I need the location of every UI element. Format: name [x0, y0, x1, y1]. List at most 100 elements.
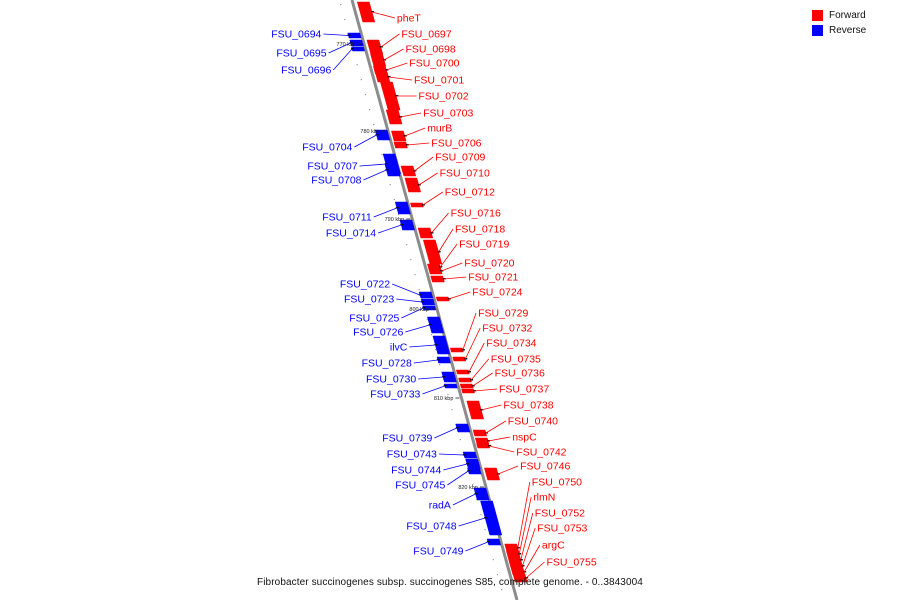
reverse-gene-feature[interactable]	[486, 538, 502, 546]
forward-gene-label[interactable]: FSU_0755	[547, 557, 597, 569]
forward-gene-label[interactable]: FSU_0729	[478, 308, 528, 320]
forward-gene-feature[interactable]	[506, 550, 521, 558]
reverse-gene-feature[interactable]	[394, 201, 411, 215]
forward-gene-feature[interactable]	[509, 562, 524, 570]
reverse-gene-label[interactable]: FSU_0696	[281, 65, 331, 77]
forward-gene-label[interactable]: FSU_0732	[482, 323, 532, 335]
forward-gene-feature[interactable]	[461, 388, 475, 394]
reverse-gene-label[interactable]: FSU_0704	[302, 142, 352, 154]
forward-gene-label[interactable]: FSU_0706	[431, 138, 481, 150]
reverse-gene-feature[interactable]	[384, 163, 401, 177]
forward-gene-label[interactable]: FSU_0720	[464, 258, 514, 270]
forward-gene-label[interactable]: FSU_0734	[486, 338, 536, 350]
forward-gene-feature[interactable]	[449, 347, 464, 353]
reverse-gene-feature[interactable]	[399, 219, 415, 231]
forward-gene-label[interactable]: FSU_0721	[468, 272, 518, 284]
forward-gene-feature[interactable]	[512, 573, 528, 583]
reverse-gene-feature[interactable]	[467, 467, 482, 475]
forward-gene-label[interactable]: FSU_0752	[535, 508, 585, 520]
reverse-gene-feature[interactable]	[480, 500, 503, 536]
forward-gene-label[interactable]: FSU_0712	[445, 187, 495, 199]
forward-gene-feature[interactable]	[430, 275, 445, 283]
forward-gene-label[interactable]: FSU_0750	[532, 477, 582, 489]
forward-gene-label[interactable]: FSU_0718	[455, 224, 505, 236]
forward-gene-feature[interactable]	[393, 141, 408, 149]
forward-gene-feature[interactable]	[472, 429, 488, 437]
reverse-gene-label[interactable]: FSU_0707	[307, 161, 357, 173]
reverse-gene-label[interactable]: FSU_0694	[271, 29, 321, 41]
forward-gene-label[interactable]: FSU_0719	[459, 239, 509, 251]
reverse-gene-label[interactable]: FSU_0749	[413, 546, 463, 558]
forward-gene-feature[interactable]	[484, 467, 501, 481]
reverse-gene-feature[interactable]	[374, 129, 391, 141]
reverse-gene-label[interactable]: FSU_0730	[366, 374, 416, 386]
forward-gene-feature[interactable]	[466, 400, 485, 420]
reverse-gene-feature[interactable]	[420, 298, 436, 306]
reverse-gene-feature[interactable]	[349, 39, 364, 47]
forward-gene-feature[interactable]	[455, 369, 470, 375]
forward-gene-feature[interactable]	[366, 39, 384, 55]
forward-gene-feature[interactable]	[356, 1, 376, 23]
forward-gene-feature[interactable]	[391, 130, 407, 142]
reverse-gene-label[interactable]: FSU_0743	[387, 449, 437, 461]
forward-gene-feature[interactable]	[422, 239, 443, 265]
forward-gene-label[interactable]: FSU_0737	[499, 384, 549, 396]
forward-gene-feature[interactable]	[452, 356, 467, 362]
forward-gene-feature[interactable]	[417, 227, 434, 239]
reverse-gene-label[interactable]: FSU_0748	[406, 521, 456, 533]
forward-gene-feature[interactable]	[428, 267, 443, 275]
reverse-gene-label[interactable]: FSU_0733	[370, 389, 420, 401]
reverse-gene-feature[interactable]	[427, 316, 445, 334]
reverse-gene-feature[interactable]	[441, 371, 457, 383]
forward-gene-label[interactable]: FSU_0698	[406, 44, 456, 56]
reverse-gene-label[interactable]: FSU_0708	[311, 175, 361, 187]
reverse-gene-label[interactable]: FSU_0744	[391, 465, 441, 477]
reverse-gene-label[interactable]: FSU_0726	[353, 327, 403, 339]
forward-gene-feature[interactable]	[410, 202, 424, 208]
forward-gene-label[interactable]: FSU_0742	[516, 447, 566, 459]
reverse-gene-feature[interactable]	[436, 356, 451, 364]
forward-gene-label[interactable]: FSU_0724	[472, 287, 522, 299]
reverse-gene-label[interactable]: FSU_0745	[395, 480, 445, 492]
reverse-gene-label[interactable]: FSU_0728	[362, 358, 412, 370]
forward-gene-label[interactable]: FSU_0710	[440, 168, 490, 180]
reverse-gene-feature[interactable]	[465, 458, 481, 470]
forward-gene-feature[interactable]	[474, 437, 490, 445]
reverse-gene-feature[interactable]	[462, 451, 478, 459]
reverse-gene-feature[interactable]	[351, 46, 365, 52]
reverse-gene-feature[interactable]	[432, 335, 451, 355]
forward-gene-label[interactable]: argC	[542, 540, 565, 552]
reverse-gene-feature[interactable]	[418, 291, 434, 299]
reverse-gene-label[interactable]: radA	[429, 500, 451, 512]
forward-gene-label[interactable]: FSU_0697	[401, 29, 451, 41]
forward-gene-label[interactable]: rlmN	[533, 492, 555, 504]
forward-gene-label[interactable]: pheT	[397, 13, 422, 25]
forward-gene-feature[interactable]	[507, 556, 522, 564]
forward-gene-label[interactable]: FSU_0735	[491, 354, 541, 366]
forward-gene-label[interactable]: FSU_0700	[409, 58, 459, 70]
forward-gene-label[interactable]: FSU_0716	[451, 208, 501, 220]
forward-gene-label[interactable]: FSU_0709	[435, 152, 485, 164]
forward-gene-feature[interactable]	[459, 383, 474, 389]
forward-gene-label[interactable]: murB	[427, 123, 452, 135]
reverse-gene-label[interactable]: FSU_0723	[344, 294, 394, 306]
forward-gene-label[interactable]: FSU_0736	[495, 368, 545, 380]
reverse-gene-label[interactable]: FSU_0695	[276, 48, 326, 60]
forward-gene-label[interactable]: FSU_0746	[520, 461, 570, 473]
forward-gene-feature[interactable]	[400, 165, 417, 177]
forward-gene-label[interactable]: FSU_0740	[508, 416, 558, 428]
forward-gene-label[interactable]: nspC	[512, 432, 537, 444]
reverse-gene-label[interactable]: FSU_0711	[322, 212, 372, 224]
reverse-gene-feature[interactable]	[455, 423, 471, 433]
forward-gene-feature[interactable]	[404, 177, 422, 193]
reverse-gene-label[interactable]: FSU_0722	[340, 279, 390, 291]
forward-gene-feature[interactable]	[476, 443, 491, 449]
reverse-gene-label[interactable]: FSU_0725	[349, 313, 399, 325]
forward-gene-label[interactable]: FSU_0703	[423, 108, 473, 120]
reverse-gene-feature[interactable]	[347, 32, 362, 39]
reverse-gene-label[interactable]: FSU_0714	[326, 228, 376, 240]
forward-gene-feature[interactable]	[385, 109, 403, 125]
reverse-gene-feature[interactable]	[443, 383, 458, 389]
forward-gene-feature[interactable]	[435, 296, 450, 302]
reverse-gene-label[interactable]: FSU_0739	[382, 433, 432, 445]
